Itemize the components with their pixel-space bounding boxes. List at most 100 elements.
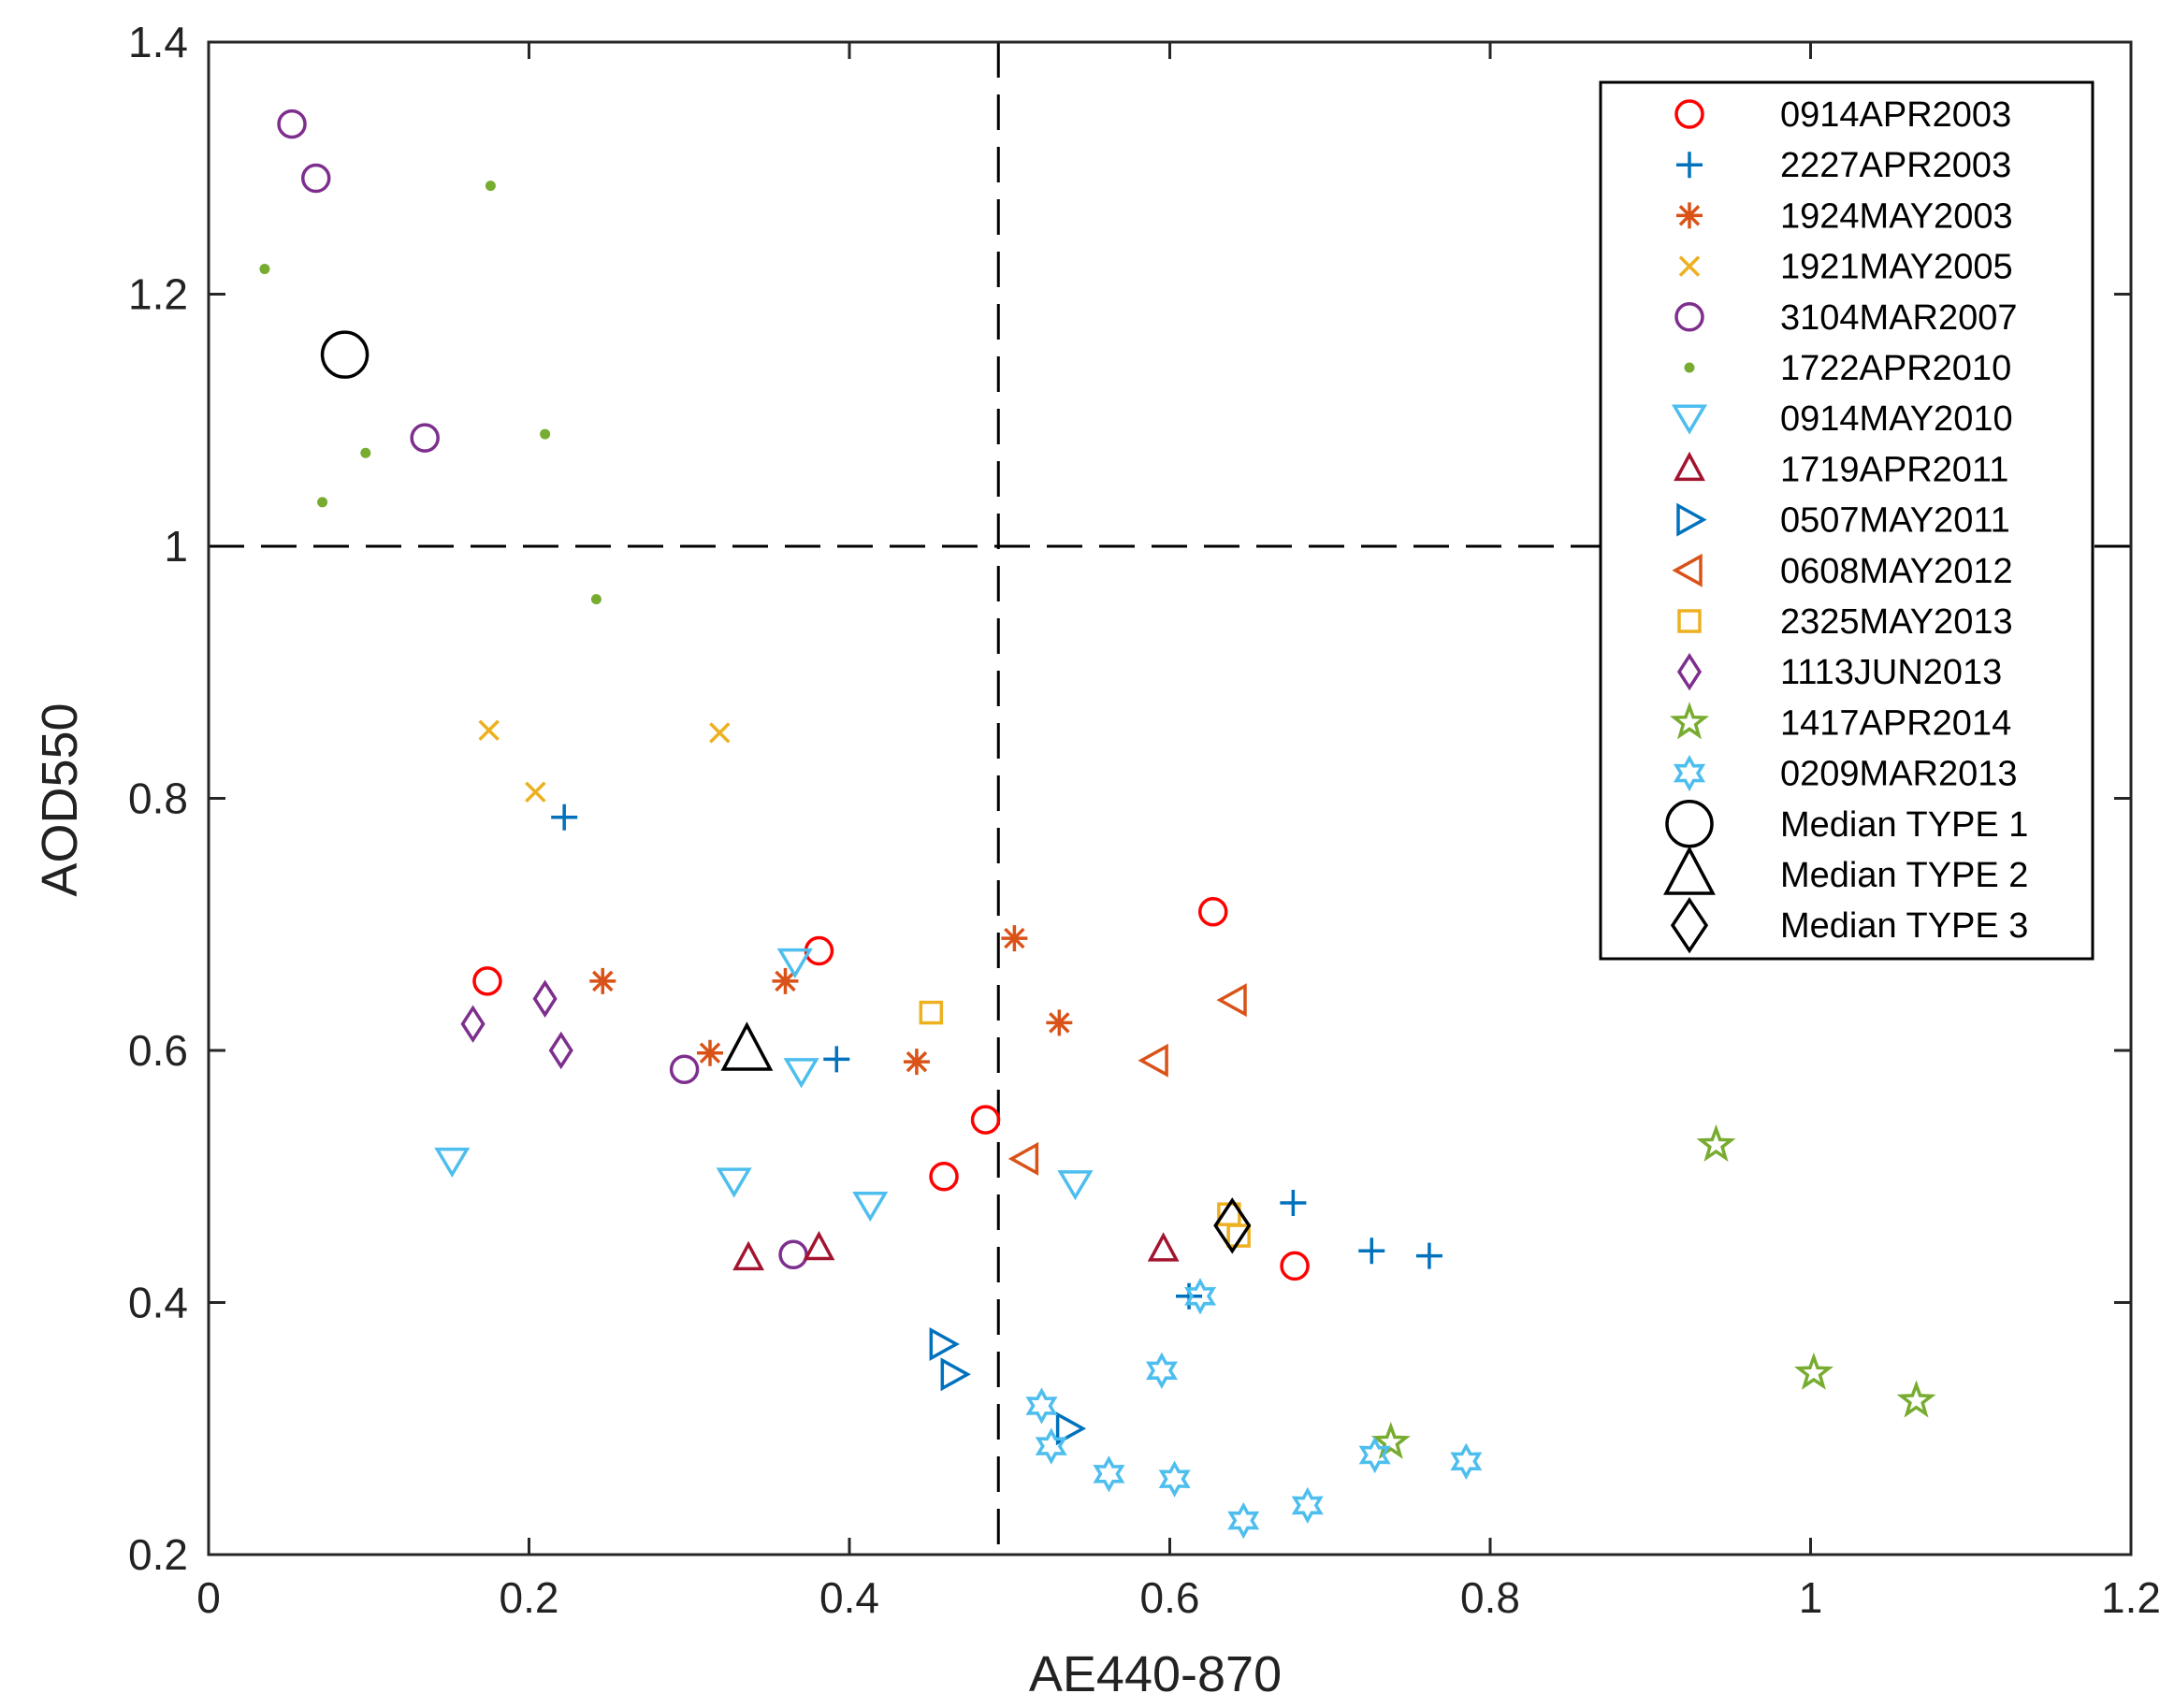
legend-marker [1674,99,1704,129]
data-point [929,1326,960,1361]
series-1719apr2011 [732,1230,1180,1271]
legend-label: 2227APR2003 [1780,146,2011,185]
legend-marker [1671,404,1708,435]
legend-item-0209mar2013: 0209MAR2013 [1673,754,2018,794]
legend-marker [1678,255,1701,277]
data-point [709,722,731,744]
data-point [472,966,502,996]
data-point [1147,1232,1180,1262]
data-point [776,948,813,979]
legend-label: Median TYPE 2 [1780,856,2028,895]
series-0507may2011 [929,1326,1087,1446]
data-point [1035,1427,1067,1465]
data-point [1057,1170,1094,1201]
y-tick-label: 0.4 [128,1279,188,1327]
data-point [317,497,328,508]
legend-marker [1670,897,1709,954]
legend-label: 1924MAY2003 [1780,196,2013,236]
legend-marker [1672,553,1703,587]
data-point [590,594,601,605]
legend-item-1719apr2011: 1719APR2011 [1674,450,2008,489]
data-point [929,1162,959,1192]
series-3104mar2007 [277,109,808,1270]
data-point [1055,1411,1087,1446]
x-tick-label: 0.2 [500,1573,559,1622]
y-tick-label: 0.8 [128,774,188,823]
data-point [823,1046,850,1073]
y-tick-labels: 0.2 0.4 0.6 0.8 1 1.2 1.4 [128,18,188,1579]
legend-item-1417apr2014: 1417APR2014 [1669,702,2011,743]
series-1722apr2010 [259,181,601,605]
data-point [551,803,578,831]
data-point [277,109,307,139]
legend: 0914APR2003 2227APR2003 1924MAY2003 1921MAY… [1599,80,2094,961]
legend-label: 1113JUN2013 [1780,653,2002,692]
data-point [1226,1223,1251,1248]
legend-label: Median TYPE 1 [1780,805,2028,845]
data-point [1197,897,1228,927]
data-point [697,1039,724,1066]
data-point [1158,1460,1191,1498]
legend-marker [1674,451,1705,482]
data-point [1896,1380,1936,1418]
data-point [589,967,616,994]
data-point [669,1054,700,1084]
data-point [940,1357,971,1392]
legend-item-0507may2011: 0507MAY2011 [1676,501,2010,541]
data-point [532,979,558,1018]
data-point [1138,1043,1168,1078]
data-point [1358,1436,1391,1474]
data-point [1093,1455,1125,1493]
legend-label: 2325MAY2013 [1780,602,2013,642]
y-axis-label: AOD550 [32,702,88,896]
data-point [852,1191,889,1223]
legend-item-1924may2003: 1924MAY2003 [1676,196,2013,236]
series-median-type-3 [1213,1197,1252,1254]
data-point [716,1167,752,1198]
series-1921may2005 [478,719,731,803]
data-point [1793,1352,1833,1390]
legend-label: 0209MAR2013 [1780,755,2018,794]
data-point [783,1058,819,1089]
legend-item-1921may2005: 1921MAY2005 [1678,248,2013,287]
data-point [259,264,270,275]
data-point [548,1031,573,1070]
legend-marker [1684,362,1695,373]
data-point [720,1021,774,1071]
data-point [434,1147,471,1179]
series-0914apr2003 [472,897,1310,1281]
data-point [1145,1352,1178,1389]
legend-item-3104mar2007: 3104MAR2007 [1674,298,2018,338]
y-tick-label: 1.2 [128,270,188,319]
legend-label: Median TYPE 3 [1780,906,2028,946]
legend-label: 0608MAY2012 [1780,552,2013,591]
series-1417apr2014 [1370,1124,1936,1459]
series-median-type-1 [320,330,370,379]
legend-label: 0507MAY2011 [1780,501,2010,541]
x-tick-label: 0 [196,1573,221,1622]
data-point [732,1240,765,1271]
data-point [1291,1486,1324,1525]
data-point [1007,1141,1039,1176]
data-point [1415,1242,1442,1269]
data-point [919,1000,944,1025]
legend-marker [1663,846,1716,895]
legend-marker [1676,152,1703,179]
data-point [360,447,371,458]
x-tick-label: 0.4 [819,1573,879,1622]
legend-item-0608may2012: 0608MAY2012 [1672,552,2013,591]
legend-label: 3104MAR2007 [1780,298,2018,338]
data-point [1001,925,1028,952]
legend-label: 1417APR2014 [1780,703,2011,743]
data-point [1370,1421,1411,1459]
data-point [1450,1442,1483,1480]
legend-marker [1673,754,1706,792]
legend-marker [1676,202,1703,229]
data-point [1227,1501,1260,1540]
legend-marker [1676,652,1703,691]
data-point [540,428,551,440]
data-point [1046,1009,1073,1036]
legend-marker [1669,702,1710,740]
x-tick-label: 0.8 [1460,1573,1520,1622]
